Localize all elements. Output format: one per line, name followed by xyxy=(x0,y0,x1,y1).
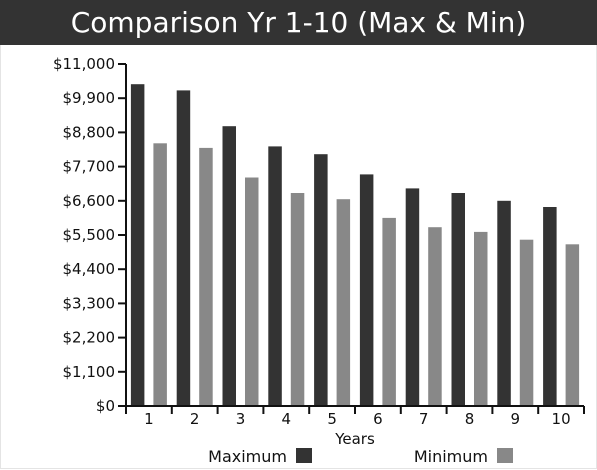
x-tick-label: 9 xyxy=(511,410,521,428)
bar-minimum-1 xyxy=(153,143,167,407)
x-tick-label: 2 xyxy=(190,410,200,428)
bar-minimum-7 xyxy=(428,227,442,406)
bar-maximum-3 xyxy=(222,126,236,406)
y-tick-label: $1,100 xyxy=(63,363,116,381)
bar-minimum-2 xyxy=(199,147,213,406)
bar-minimum-6 xyxy=(382,217,396,406)
bar-maximum-5 xyxy=(314,154,328,406)
bar-minimum-10 xyxy=(565,244,580,406)
bar-maximum-8 xyxy=(451,193,465,406)
legend-label-maximum: Maximum xyxy=(208,447,287,466)
x-tick-label: 6 xyxy=(373,410,383,428)
bar-minimum-3 xyxy=(245,177,259,406)
x-tick-label: 5 xyxy=(327,410,337,428)
x-tick-label: 3 xyxy=(236,410,246,428)
legend-swatch-minimum xyxy=(497,448,513,463)
x-tick-label: 7 xyxy=(419,410,429,428)
bar-minimum-8 xyxy=(474,231,488,406)
y-tick-label: $6,600 xyxy=(63,192,116,210)
bar-maximum-7 xyxy=(405,188,420,406)
title-bar: Comparison Yr 1-10 (Max & Min) xyxy=(0,0,597,45)
y-tick-label: $9,900 xyxy=(63,89,116,107)
bar-minimum-4 xyxy=(290,193,305,406)
bar-maximum-6 xyxy=(359,174,374,406)
y-tick-label: $2,200 xyxy=(63,329,116,347)
bar-minimum-9 xyxy=(519,239,534,406)
bar-maximum-1 xyxy=(130,84,145,406)
y-tick-label: $11,000 xyxy=(53,55,115,73)
legend-label-minimum: Minimum xyxy=(414,447,488,466)
bar-maximum-10 xyxy=(543,207,557,406)
y-tick-label: $3,300 xyxy=(63,294,116,312)
x-tick-label: 4 xyxy=(282,410,292,428)
y-tick-label: $4,400 xyxy=(63,260,116,278)
y-tick-label: $8,800 xyxy=(63,123,116,141)
legend-swatch-maximum xyxy=(296,448,312,463)
bar-maximum-2 xyxy=(176,90,191,407)
x-axis-label: Years xyxy=(334,430,375,448)
y-tick-label: $7,700 xyxy=(63,158,116,176)
bar-maximum-4 xyxy=(268,146,282,406)
y-tick-label: $5,500 xyxy=(63,226,116,244)
x-tick-label: 8 xyxy=(465,410,475,428)
x-tick-label: 10 xyxy=(552,410,571,428)
chart-title: Comparison Yr 1-10 (Max & Min) xyxy=(70,6,527,39)
y-tick-label: $0 xyxy=(96,397,115,415)
x-tick-label: 1 xyxy=(144,410,154,428)
bar-minimum-5 xyxy=(336,199,351,406)
bar-maximum-9 xyxy=(497,200,511,406)
